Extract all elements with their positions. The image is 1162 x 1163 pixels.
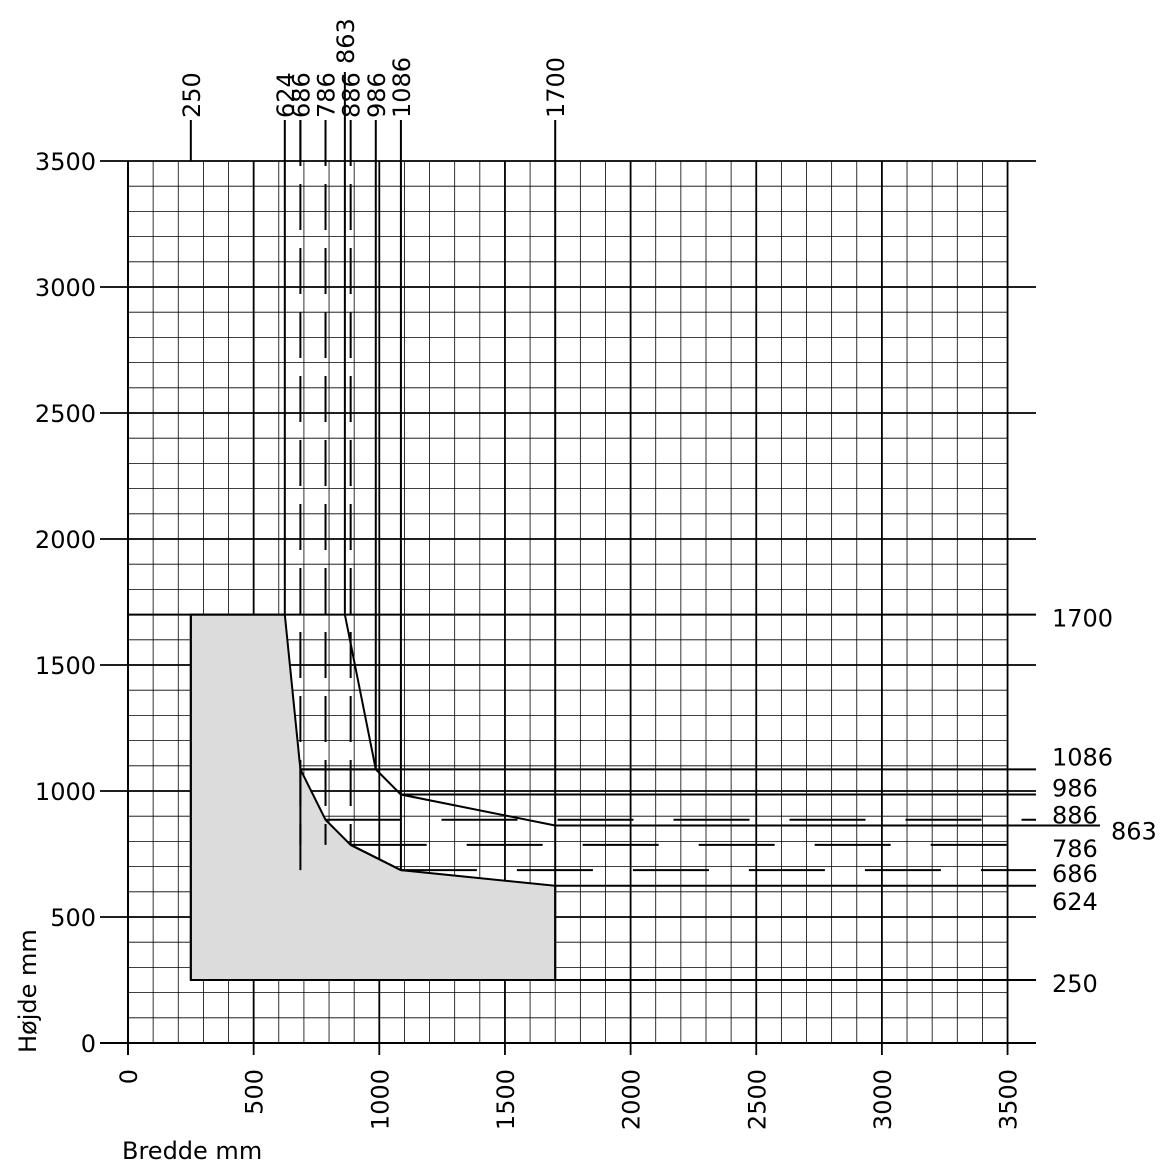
x-axis-label: Bredde mm (122, 1137, 262, 1163)
tick-labels: 0 500 1000 1500 2000 2500 3000 3500 0 500 1000 1500… (35, 148, 1023, 1130)
top-label-863: 863 (332, 18, 360, 64)
x-tick-label-0: 0 (115, 1069, 143, 1084)
y-tick-label-0: 0 (81, 1030, 96, 1058)
y-axis-label: Højde mm (14, 929, 42, 1053)
right-label-786: 786 (1052, 835, 1098, 863)
outer-boundary-line (343, 614, 556, 827)
top-label-1086: 1086 (388, 57, 416, 118)
top-label-686: 686 (287, 72, 315, 118)
y-tick-label-2000: 2000 (35, 526, 96, 554)
shaded-polygon (189, 613, 557, 981)
top-label-986: 986 (363, 72, 391, 118)
top-label-624: 624 (272, 72, 300, 118)
axes (100, 161, 1036, 1055)
right-label-986: 986 (1052, 775, 1098, 803)
y-tick-label-3000: 3000 (35, 274, 96, 302)
right-label-1700: 1700 (1052, 605, 1113, 633)
right-label-250: 250 (1052, 970, 1098, 998)
right-label-1086: 1086 (1052, 743, 1113, 771)
top-label-250: 250 (178, 72, 206, 118)
x-tick-label-1500: 1500 (492, 1069, 520, 1130)
x-tick-label-2000: 2000 (618, 1069, 646, 1130)
right-label-863: 863 (1111, 818, 1157, 846)
right-label-686: 686 (1052, 860, 1098, 888)
x-tick-label-3500: 3500 (995, 1069, 1023, 1130)
y-tick-label-3500: 3500 (35, 148, 96, 176)
top-label-886: 886 (338, 72, 366, 118)
y-tick-label-500: 500 (50, 904, 96, 932)
right-label-624: 624 (1052, 888, 1098, 916)
reference-lines (128, 72, 1100, 981)
x-tick-label-1000: 1000 (366, 1069, 394, 1130)
connector-786 (350, 844, 402, 872)
x-tick-label-3000: 3000 (869, 1069, 897, 1130)
y-tick-label-1500: 1500 (35, 652, 96, 680)
x-tick-label-500: 500 (241, 1069, 269, 1115)
y-tick-label-1000: 1000 (35, 778, 96, 806)
x-tick-label-2500: 2500 (743, 1069, 771, 1130)
right-label-886: 886 (1052, 802, 1098, 830)
shaded-region (189, 613, 557, 981)
outer-boundary (300, 614, 556, 872)
top-label-786: 786 (313, 72, 341, 118)
top-label-1700: 1700 (542, 57, 570, 118)
y-tick-label-2500: 2500 (35, 400, 96, 428)
